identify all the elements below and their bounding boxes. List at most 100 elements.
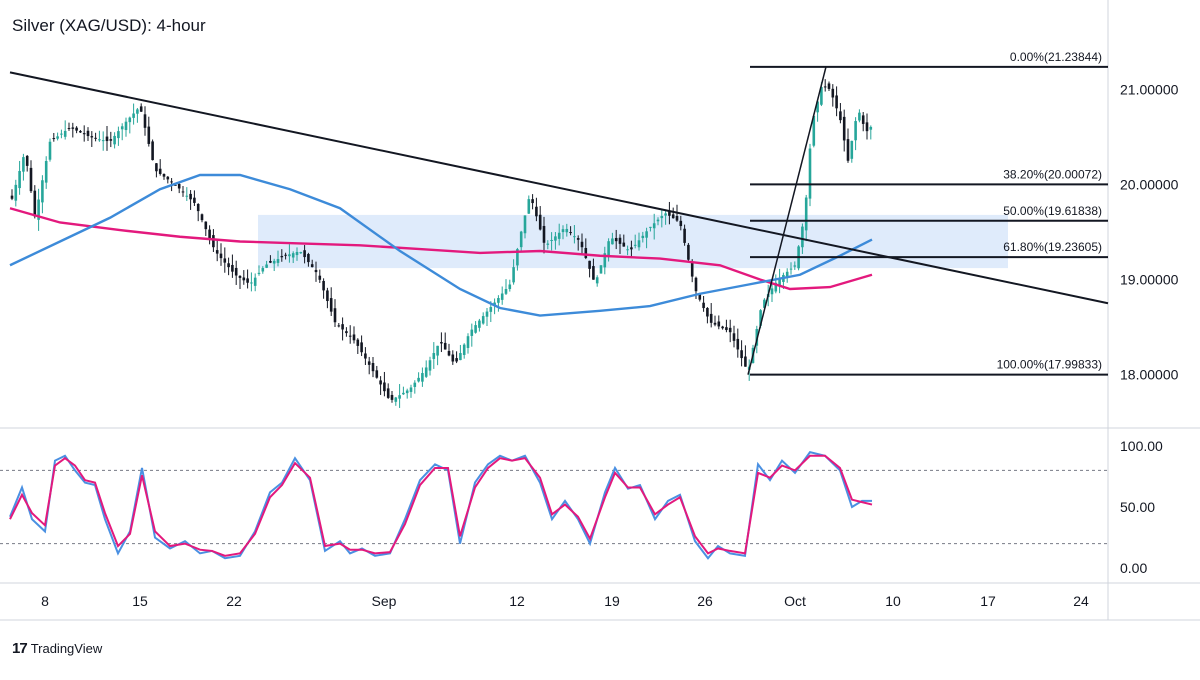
candle-body bbox=[778, 278, 781, 286]
candle-body bbox=[109, 139, 113, 141]
candle-body bbox=[569, 232, 572, 234]
candle-body bbox=[576, 238, 580, 240]
time-tick-label: 12 bbox=[509, 593, 525, 609]
time-tick-label: 17 bbox=[980, 593, 996, 609]
candle-body bbox=[25, 155, 29, 166]
tradingview-brand[interactable]: 17 TradingView bbox=[12, 640, 102, 657]
candle-body bbox=[603, 253, 607, 268]
candle-body bbox=[86, 130, 90, 137]
candle-body bbox=[71, 127, 75, 129]
candle-body bbox=[725, 327, 728, 331]
candle-body bbox=[497, 298, 500, 303]
stoch-d-line bbox=[9, 454, 873, 557]
candle-body bbox=[504, 289, 508, 294]
candle-body bbox=[360, 342, 363, 353]
candle-body bbox=[664, 213, 667, 216]
candle-body bbox=[189, 193, 192, 200]
candle-body bbox=[516, 249, 519, 266]
time-tick-label: 19 bbox=[604, 593, 620, 609]
candle-body bbox=[801, 226, 804, 248]
time-tick-label: Oct bbox=[784, 593, 806, 609]
candle-body bbox=[204, 221, 208, 230]
candle-body bbox=[459, 353, 462, 361]
candle-body bbox=[694, 277, 698, 292]
candle-body bbox=[531, 199, 534, 204]
candle-body bbox=[139, 106, 143, 112]
candle-body bbox=[808, 148, 812, 199]
candle-body bbox=[607, 241, 610, 257]
candle-body bbox=[352, 334, 356, 341]
candle-body bbox=[345, 331, 348, 334]
candle-body bbox=[158, 168, 162, 174]
candle-body bbox=[595, 277, 599, 284]
candle-body bbox=[234, 267, 238, 276]
stochastic-oscillator: 100.00 50.00 0.00 bbox=[0, 438, 1163, 576]
candle-body bbox=[842, 116, 846, 141]
candle-body bbox=[291, 253, 295, 258]
candle-body bbox=[174, 184, 177, 186]
time-tick-label: 10 bbox=[885, 593, 901, 609]
candle-body bbox=[789, 268, 793, 270]
candle-body bbox=[405, 390, 409, 394]
candle-body bbox=[208, 229, 211, 239]
candle-body bbox=[706, 307, 709, 317]
ma-slow-line bbox=[9, 207, 873, 291]
candle-body bbox=[223, 258, 227, 263]
candle-body bbox=[614, 237, 618, 242]
stoch-tick-label: 0.00 bbox=[1120, 560, 1147, 576]
candle-body bbox=[348, 335, 352, 337]
candle-body bbox=[250, 282, 253, 284]
candle-body bbox=[82, 133, 86, 135]
price-tick-label: 20.00000 bbox=[1120, 177, 1179, 193]
candle-body bbox=[668, 211, 671, 216]
candle-body bbox=[759, 310, 762, 326]
candle-body bbox=[557, 232, 561, 239]
candle-body bbox=[398, 395, 401, 399]
candle-body bbox=[402, 392, 405, 395]
candle-body bbox=[367, 361, 371, 365]
candle-body bbox=[816, 101, 819, 113]
candle-body bbox=[440, 342, 443, 344]
candle-body bbox=[675, 216, 679, 221]
candle-body bbox=[90, 136, 94, 138]
time-tick-label: 15 bbox=[132, 593, 148, 609]
candle-body bbox=[546, 243, 550, 245]
candle-body bbox=[432, 353, 436, 359]
candle-body bbox=[519, 231, 523, 248]
candle-body bbox=[740, 350, 743, 359]
candle-body bbox=[409, 387, 413, 392]
candle-body bbox=[763, 299, 766, 308]
time-tick-label: 24 bbox=[1073, 593, 1089, 609]
candle-body bbox=[37, 199, 40, 220]
candle-body bbox=[261, 268, 265, 272]
candle-body bbox=[322, 280, 325, 291]
candle-body bbox=[303, 250, 306, 258]
candle-body bbox=[436, 345, 439, 356]
fibonacci-retracement: 0.00%(21.23844) 38.20%(20.00072) 50.00%(19… bbox=[747, 50, 1108, 376]
candle-body bbox=[48, 141, 52, 160]
candle-body bbox=[481, 316, 485, 324]
candle-body bbox=[721, 326, 724, 329]
candle-body bbox=[785, 271, 789, 278]
candle-body bbox=[280, 255, 284, 258]
candle-body bbox=[713, 322, 717, 325]
candle-body bbox=[288, 254, 291, 257]
candle-body bbox=[390, 394, 394, 400]
candle-body bbox=[455, 358, 458, 362]
candle-body bbox=[94, 137, 97, 139]
candle-body bbox=[812, 115, 816, 146]
fib-swing-line bbox=[747, 66, 827, 375]
candle-body bbox=[75, 127, 78, 131]
candle-body bbox=[744, 356, 747, 367]
fib-level-label: 38.20%(20.00072) bbox=[1003, 167, 1102, 181]
candle-body bbox=[599, 265, 603, 274]
candle-body bbox=[147, 126, 151, 144]
candle-body bbox=[276, 259, 280, 263]
candle-body bbox=[326, 290, 329, 302]
candle-body bbox=[538, 214, 542, 230]
candle-body bbox=[60, 133, 63, 135]
candle-body bbox=[394, 397, 398, 402]
candle-body bbox=[683, 228, 686, 243]
candle-body bbox=[117, 131, 120, 139]
